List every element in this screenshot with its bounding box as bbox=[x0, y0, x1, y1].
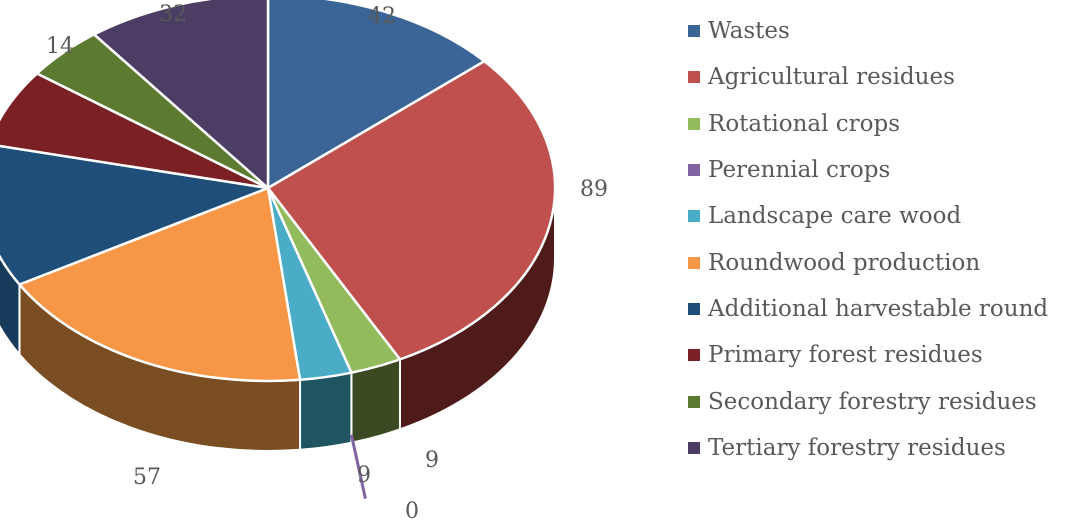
legend-label: Perennial crops bbox=[708, 157, 891, 184]
legend-item-additional-harvestable-round: Additional harvestable round bbox=[688, 286, 1048, 332]
legend-swatch bbox=[688, 256, 700, 269]
legend-swatch bbox=[688, 210, 700, 223]
data-label-secondary-forestry-residues: 14 bbox=[46, 34, 74, 59]
legend-label: Primary forest residues bbox=[708, 342, 983, 369]
legend-item-secondary-forestry-residues: Secondary forestry residues bbox=[688, 378, 1048, 424]
data-label-wastes: 42 bbox=[368, 4, 396, 29]
pie-slice-perennial-crops-leader bbox=[349, 434, 367, 499]
data-labels: 42 89 9 0 9 57 14 32 bbox=[46, 2, 608, 524]
pie-slice-wastes bbox=[266, 0, 486, 190]
legend-label: Additional harvestable round bbox=[708, 295, 1049, 322]
pie-side-additional-harvestable-round bbox=[0, 254, 21, 358]
legend-item-landscape-care-wood: Landscape care wood bbox=[688, 193, 1048, 239]
data-label-rotational-crops: 9 bbox=[425, 448, 439, 473]
data-label-perennial-crops: 0 bbox=[405, 499, 419, 524]
legend-label: Rotational crops bbox=[708, 110, 901, 137]
legend-label: Landscape care wood bbox=[708, 203, 962, 230]
legend-item-primary-forest-residues: Primary forest residues bbox=[688, 332, 1048, 378]
legend-swatch bbox=[688, 302, 700, 315]
data-label-roundwood-production: 57 bbox=[133, 465, 161, 490]
data-label-landscape-care-wood: 9 bbox=[357, 463, 371, 488]
legend-item-perennial-crops: Perennial crops bbox=[688, 147, 1048, 193]
legend-swatch bbox=[688, 164, 700, 177]
pie-slice-additional-harvestable-round bbox=[0, 144, 270, 286]
legend-swatch bbox=[688, 441, 700, 454]
legend-label: Tertiary forestry residues bbox=[708, 434, 1006, 461]
legend-label: Wastes bbox=[708, 18, 790, 45]
data-label-tertiary-forestry-residues: 32 bbox=[159, 2, 187, 27]
legend-swatch bbox=[688, 25, 700, 38]
legend-swatch bbox=[688, 71, 700, 84]
legend-swatch bbox=[688, 349, 700, 362]
legend-item-agricultural-residues: Agricultural residues bbox=[688, 54, 1048, 100]
legend-item-tertiary-forestry-residues: Tertiary forestry residues bbox=[688, 425, 1048, 471]
data-label-agricultural-residues: 89 bbox=[580, 177, 608, 202]
legend-item-rotational-crops: Rotational crops bbox=[688, 101, 1048, 147]
pie-side-landscape-care-wood bbox=[299, 371, 353, 451]
legend-label: Agricultural residues bbox=[708, 64, 955, 91]
pie-slice-roundwood-production bbox=[18, 186, 302, 383]
legend-label: Roundwood production bbox=[708, 249, 981, 276]
legend-swatch bbox=[688, 395, 700, 408]
legend-swatch bbox=[688, 117, 700, 130]
legend: Wastes Agricultural residues Rotational cr… bbox=[688, 8, 1048, 471]
pie-slice-tertiary-forestry-residues bbox=[92, 0, 270, 190]
legend-item-roundwood-production: Roundwood production bbox=[688, 239, 1048, 285]
pie-slice-agricultural-residues bbox=[266, 59, 557, 361]
legend-item-wastes: Wastes bbox=[688, 8, 1048, 54]
legend-label: Secondary forestry residues bbox=[708, 388, 1037, 415]
pie-slice-primary-forest-residues bbox=[0, 72, 270, 190]
pie-slices bbox=[0, 0, 557, 499]
